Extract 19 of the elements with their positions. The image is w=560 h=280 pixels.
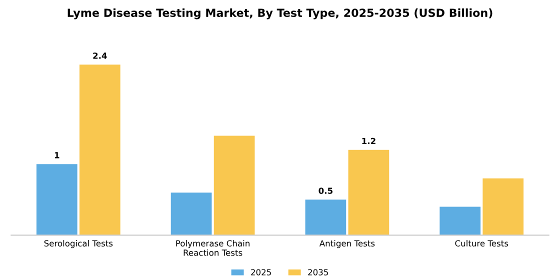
- legend-label: 2025: [251, 269, 271, 276]
- bar: [36, 164, 78, 236]
- data-label: 2.4: [93, 52, 107, 59]
- x-tick-label: Culture Tests: [455, 240, 508, 247]
- bar: [170, 192, 212, 236]
- x-tick-label: Polymerase Chain Reaction Tests: [176, 240, 250, 256]
- bar: [440, 206, 481, 236]
- data-label: 1.2: [362, 138, 376, 144]
- chart-title: Lyme Disease Testing Market, By Test Type, 2025-2035 (USD Billion): [68, 8, 492, 20]
- x-tick-label: Antigen Tests: [319, 240, 375, 248]
- bar: [79, 64, 120, 236]
- bar: [482, 178, 524, 236]
- x-tick-label: Serological Tests: [44, 240, 113, 248]
- legend-label: 2035: [308, 269, 328, 276]
- bar: [348, 150, 390, 236]
- data-label: 1: [54, 152, 60, 158]
- bar: [305, 200, 346, 236]
- bar: [214, 136, 255, 236]
- data-label: 0.5: [318, 188, 332, 194]
